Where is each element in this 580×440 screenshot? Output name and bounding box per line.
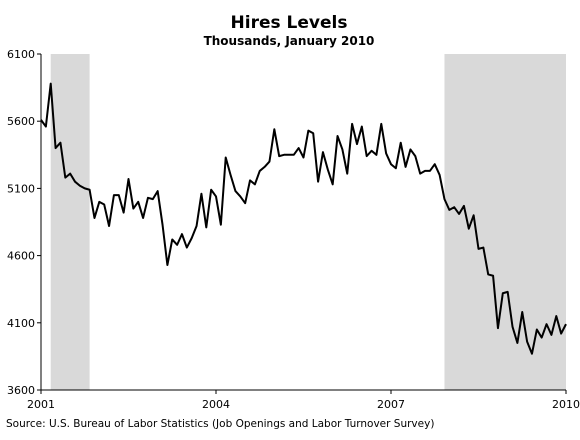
series-layer bbox=[40, 82, 567, 355]
x-tick-label: 2010 bbox=[552, 398, 580, 411]
tick-labels: 3600 4100 4600 5100 5600 6100 2001 2004 2007 2010 bbox=[7, 48, 580, 411]
y-tick-label: 4100 bbox=[7, 317, 35, 330]
x-tick-label: 2004 bbox=[202, 398, 230, 411]
source-note: Source: U.S. Bureau of Labor Statistics … bbox=[6, 418, 435, 430]
x-tick-label: 2001 bbox=[27, 398, 55, 411]
y-tick-label: 3600 bbox=[7, 384, 35, 397]
y-tick-label: 6100 bbox=[7, 48, 35, 61]
chart-subtitle: Thousands, January 2010 bbox=[204, 34, 375, 48]
recession-band bbox=[444, 54, 566, 390]
chart-title: Hires Levels bbox=[231, 13, 348, 33]
recession-shading bbox=[50, 54, 566, 390]
axes bbox=[37, 53, 567, 394]
y-tick-label: 4600 bbox=[7, 250, 35, 263]
x-tick-label: 2007 bbox=[377, 398, 405, 411]
hires-series-line bbox=[40, 82, 567, 355]
recession-band bbox=[50, 54, 90, 390]
y-tick-label: 5100 bbox=[7, 182, 35, 195]
y-tick-label: 5600 bbox=[7, 115, 35, 128]
